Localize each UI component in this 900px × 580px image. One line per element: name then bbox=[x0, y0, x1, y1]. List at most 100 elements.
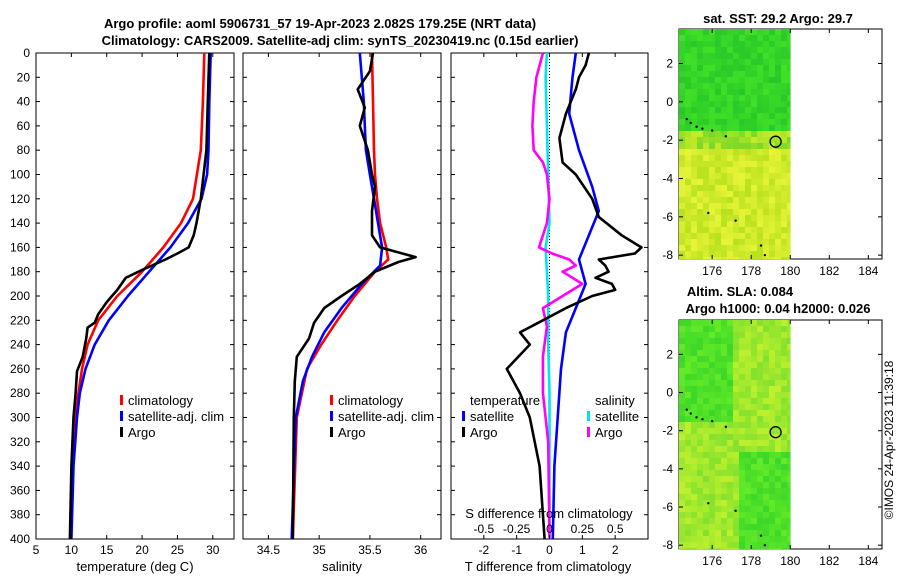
sla-cell bbox=[697, 368, 704, 375]
sst-cell bbox=[721, 179, 728, 186]
sst-cell bbox=[703, 47, 710, 54]
sst-cell bbox=[781, 77, 788, 84]
sla-cell bbox=[757, 452, 764, 459]
temp-ytick-label: 360 bbox=[10, 483, 30, 497]
sst-cell bbox=[781, 131, 788, 138]
sla-cell bbox=[691, 404, 698, 411]
sst-cell bbox=[727, 239, 734, 246]
sst-cell bbox=[691, 155, 698, 162]
sla-cell bbox=[775, 518, 782, 525]
sla-cell bbox=[691, 320, 698, 327]
sla-cell bbox=[685, 500, 692, 507]
sst-cell bbox=[769, 203, 776, 210]
sal-legend-0-label: climatology bbox=[338, 393, 404, 408]
sst-cell bbox=[787, 59, 791, 66]
sst-ytick-label: -4 bbox=[662, 172, 673, 186]
sst-cell bbox=[679, 41, 686, 48]
sst-cell bbox=[775, 29, 782, 36]
sst-cell bbox=[733, 137, 740, 144]
sla-cell bbox=[787, 482, 791, 489]
sla-cell bbox=[751, 440, 758, 447]
temp-legend-0-label: climatology bbox=[128, 393, 194, 408]
sst-cell bbox=[697, 119, 704, 126]
sla-ytick-label: -2 bbox=[662, 424, 673, 438]
sla-cell bbox=[679, 500, 686, 507]
sst-cell bbox=[685, 131, 692, 138]
sla-cell bbox=[727, 464, 734, 471]
sst-cell bbox=[703, 35, 710, 42]
sst-cell bbox=[739, 167, 746, 174]
sla-cell bbox=[733, 494, 740, 501]
sla-cell bbox=[697, 434, 704, 441]
sst-cell bbox=[679, 209, 686, 216]
sst-cell bbox=[691, 131, 698, 138]
sla-cell bbox=[685, 458, 692, 465]
sla-cell bbox=[709, 350, 716, 357]
sla-cell bbox=[757, 386, 764, 393]
sst-cell bbox=[679, 149, 686, 156]
sst-cell bbox=[787, 89, 791, 96]
sla-cell bbox=[757, 332, 764, 339]
sla-cell bbox=[697, 488, 704, 495]
sla-cell bbox=[757, 494, 764, 501]
sst-cell bbox=[691, 251, 698, 258]
sst-cell bbox=[721, 29, 728, 36]
sla-cell bbox=[679, 374, 686, 381]
sla-cell bbox=[715, 356, 722, 363]
sla-island-dot bbox=[734, 509, 737, 513]
sst-cell bbox=[781, 107, 788, 114]
sst-cell bbox=[751, 209, 758, 216]
sst-cell bbox=[685, 143, 692, 150]
sst-cell bbox=[709, 71, 716, 78]
sla-cell bbox=[763, 506, 770, 513]
sla-cell bbox=[721, 326, 728, 333]
sla-cell bbox=[697, 536, 704, 543]
sla-cell bbox=[787, 506, 791, 513]
sst-cell bbox=[745, 197, 752, 204]
sst-cell bbox=[679, 221, 686, 228]
sst-cell bbox=[715, 221, 722, 228]
sst-cell bbox=[757, 167, 764, 174]
sla-cell bbox=[763, 500, 770, 507]
sla-cell bbox=[781, 338, 788, 345]
sst-cell bbox=[685, 29, 692, 36]
sla-cell bbox=[721, 368, 728, 375]
sst-cell bbox=[715, 47, 722, 54]
sst-cell bbox=[775, 125, 782, 132]
sla-cell bbox=[739, 452, 746, 459]
sst-cell bbox=[715, 125, 722, 132]
sst-cell bbox=[739, 155, 746, 162]
sst-cell bbox=[775, 89, 782, 96]
sst-cell bbox=[709, 173, 716, 180]
sst-cell bbox=[757, 71, 764, 78]
sla-cell bbox=[769, 440, 776, 447]
sst-cell bbox=[769, 233, 776, 240]
sla-cell bbox=[733, 434, 740, 441]
sst-cell bbox=[691, 89, 698, 96]
sst-cell bbox=[727, 125, 734, 132]
sla-cell bbox=[769, 470, 776, 477]
sla-cell bbox=[721, 386, 728, 393]
sla-cell bbox=[715, 368, 722, 375]
sst-cell bbox=[709, 209, 716, 216]
sla-cell bbox=[715, 446, 722, 453]
diff-s-tick-label: 0 bbox=[546, 522, 553, 536]
sst-cell bbox=[733, 245, 740, 252]
sst-cell bbox=[745, 245, 752, 252]
sla-cell bbox=[679, 386, 686, 393]
sst-cell bbox=[757, 173, 764, 180]
sla-cell bbox=[697, 416, 704, 423]
sst-cell bbox=[685, 191, 692, 198]
sla-cell bbox=[757, 344, 764, 351]
sst-cell bbox=[709, 233, 716, 240]
sst-cell bbox=[733, 227, 740, 234]
sst-cell bbox=[739, 89, 746, 96]
sla-cell bbox=[763, 518, 770, 525]
sla-cell bbox=[739, 488, 746, 495]
sla-cell bbox=[727, 446, 734, 453]
sst-cell bbox=[769, 29, 776, 36]
sst-cell bbox=[757, 131, 764, 138]
sst-cell bbox=[697, 53, 704, 60]
sla-cell bbox=[739, 326, 746, 333]
sla-map-title-line2: Argo h1000: 0.04 h2000: 0.026 bbox=[686, 301, 871, 316]
